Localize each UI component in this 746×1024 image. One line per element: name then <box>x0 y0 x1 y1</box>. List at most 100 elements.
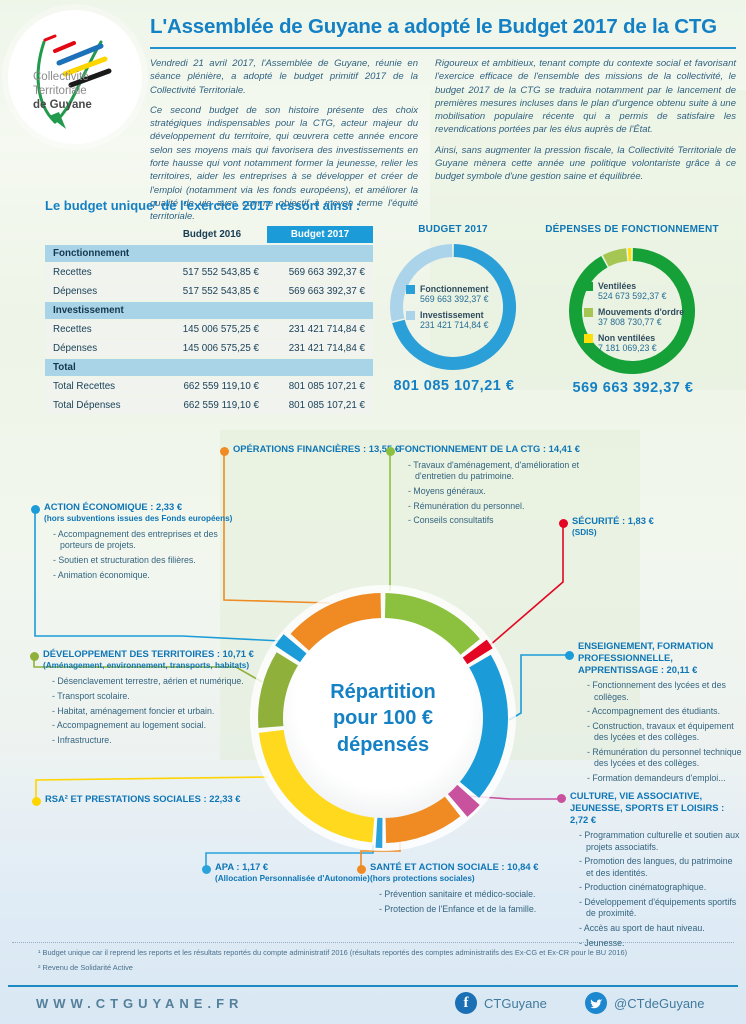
callout-item: Conseils consultatifs <box>408 515 589 526</box>
callout-item: Soutien et structuration des filières. <box>53 555 244 566</box>
bullet-apa <box>202 865 211 874</box>
ctg-logo-graphic <box>36 34 112 129</box>
callout-subnote: (hors subventions issues des Fonds europ… <box>44 513 233 523</box>
callout-items: Prévention sanitaire et médico-sociale. P… <box>379 889 550 915</box>
callout-item: Accompagnement des étudiants. <box>587 706 746 717</box>
table-row: Total Dépenses 662 559 119,10 €801 085 10… <box>45 397 373 414</box>
table-row-label: Dépenses <box>45 283 157 300</box>
center-line: dépensés <box>336 733 430 756</box>
legend-swatch <box>406 310 415 320</box>
callout-item: Programmation culturelle et soutien aux … <box>579 830 742 853</box>
table-row: Fonctionnement <box>45 245 373 262</box>
facebook-link[interactable]: f CTGuyane <box>455 992 547 1014</box>
title-rule <box>150 47 736 49</box>
table-cell-value: 145 006 575,25 € <box>157 321 267 338</box>
facebook-icon[interactable]: f <box>455 992 477 1014</box>
callout-item: Prévention sanitaire et médico-sociale. <box>379 889 550 900</box>
logo-line: de Guyane <box>33 99 92 112</box>
table-cell-value: 569 663 392,37 € <box>267 283 373 300</box>
table-cell-value: 801 085 107,21 € <box>267 378 373 395</box>
callout-items: Accompagnement des entreprises et des po… <box>53 529 244 581</box>
legend-item: Investissement 231 421 714,84 € <box>406 310 489 331</box>
table-cell-value: 145 006 575,25 € <box>157 340 267 357</box>
legend-text: Investissement 231 421 714,84 € <box>420 309 489 331</box>
table-section-label: Fonctionnement <box>45 245 373 262</box>
callout-title: SANTÉ ET ACTION SOCIALE : 10,84 € <box>370 861 539 872</box>
intro-paragraph: Vendredi 21 avril 2017, l'Assemblée de G… <box>150 58 418 96</box>
legend-item: Fonctionnement 569 663 392,37 € <box>406 284 489 305</box>
donut-budget2017-title: BUDGET 2017 <box>418 224 488 235</box>
table-header-budget-2016: Budget 2016 <box>182 229 242 240</box>
table-header-row: Budget 2016 Budget 2017 <box>45 226 373 243</box>
table-cell-value: 569 663 392,37 € <box>267 264 373 281</box>
callout-items: Fonctionnement des lycées et des collège… <box>587 680 746 784</box>
table-row: Recettes 145 006 575,25 €231 421 714,84 € <box>45 321 373 338</box>
callout-title: ACTION ÉCONOMIQUE : 2,33 € <box>44 501 183 512</box>
bullet-sante <box>357 865 366 874</box>
table-cell-value: 801 085 107,21 € <box>267 397 373 414</box>
table-row: Total Recettes 662 559 119,10 €801 085 10… <box>45 378 373 395</box>
intro-paragraph: Ainsi, sans augmenter la pression fiscal… <box>435 144 736 183</box>
callout-item: Production cinématographique. <box>579 882 742 893</box>
donut-depenses-title: DÉPENSES DE FONCTIONNEMENT <box>545 224 719 235</box>
bullet-culture <box>557 794 566 803</box>
callout-title: FONCTIONNEMENT DE LA CTG : 14,41 € <box>399 443 580 454</box>
repartition-center-label: Répartition pour 100 € dépensés <box>288 679 478 758</box>
footnote-separator <box>12 942 734 943</box>
bullet-enseignement <box>565 651 574 660</box>
table-row: Investissement <box>45 302 373 319</box>
twitter-link[interactable]: @CTdeGuyane <box>585 992 705 1014</box>
donut-budget2017-legend: Fonctionnement 569 663 392,37 € Investisse… <box>406 284 489 336</box>
legend-text: Ventilées 524 673 592,37 € <box>598 281 667 302</box>
legend-text: Non ventilées 7 181 069,23 € <box>598 332 657 353</box>
table-cell-value: 231 421 714,84 € <box>267 340 373 357</box>
callout-subnote: (hors protections sociales) <box>370 873 475 883</box>
ctg-logo-text: Collectivité Territoriale de Guyane <box>33 70 92 112</box>
table-row: Dépenses 145 006 575,25 €231 421 714,84 € <box>45 340 373 357</box>
budget-section-heading: Le budget unique¹ de l'exercice 2017 res… <box>45 198 361 213</box>
callout-item: Travaux d'aménagement, d'amélioration et… <box>408 460 589 483</box>
callout-title: SÉCURITÉ : 1,83 € <box>572 515 654 526</box>
table-row-label: Recettes <box>45 321 157 338</box>
table-header-empty <box>45 226 157 243</box>
callout-item: Habitat, aménagement foncier et urbain. <box>52 706 258 717</box>
legend-swatch <box>584 307 593 317</box>
donut-depenses-legend: Ventilées 524 673 592,37 € Mouvements d'or… <box>584 281 684 358</box>
twitter-icon[interactable] <box>585 992 607 1014</box>
facebook-handle: CTGuyane <box>484 995 547 1011</box>
callout-securite: SÉCURITÉ : 1,83 € (SDIS) <box>572 515 732 538</box>
callout-subnote: (Aménagement, environnement, transports,… <box>43 660 250 670</box>
callout-enseignement: ENSEIGNEMENT, FORMATION PROFESSIONNELLE,… <box>578 640 746 788</box>
table-row-label: Recettes <box>45 264 157 281</box>
callout-title: ENSEIGNEMENT, FORMATION PROFESSIONNELLE,… <box>578 640 714 675</box>
callout-item: Accès au sport de haut niveau. <box>579 923 742 934</box>
callout-title: RSA² ET PRESTATIONS SOCIALES : 22,33 € <box>45 793 241 804</box>
center-line: pour 100 € <box>332 707 434 730</box>
table-cell-value: 662 559 119,10 € <box>157 397 267 414</box>
budget-table: Budget 2016 Budget 2017 Fonctionnement Re… <box>45 224 373 416</box>
callout-item: Protection de l'Enfance et de la famille… <box>379 904 550 915</box>
callout-rsa: RSA² ET PRESTATIONS SOCIALES : 22,33 € <box>45 793 285 805</box>
callout-subnote: (SDIS) <box>572 527 597 537</box>
table-row-label: Total Recettes <box>45 378 157 395</box>
intro-column-left: Vendredi 21 avril 2017, l'Assemblée de G… <box>150 57 418 231</box>
callout-sante: SANTÉ ET ACTION SOCIALE : 10,84 € (hors … <box>370 861 550 919</box>
logo-line: Collectivité <box>33 71 89 83</box>
twitter-handle: @CTdeGuyane <box>614 995 705 1011</box>
callout-title: OPÉRATIONS FINANCIÈRES : 13,55 € <box>233 443 401 454</box>
legend-item: Ventilées 524 673 592,37 € <box>584 281 684 302</box>
callout-op-financieres: OPÉRATIONS FINANCIÈRES : 13,55 € <box>233 443 448 455</box>
donut-depenses-total: 569 663 392,37 € <box>572 380 694 396</box>
legend-item: Non ventilées 7 181 069,23 € <box>584 333 684 354</box>
table-row: Recettes 517 552 543,85 €569 663 392,37 € <box>45 264 373 281</box>
callout-item: Accompagnement au logement social. <box>52 720 258 731</box>
ctg-logo: Collectivité Territoriale de Guyane <box>8 10 142 144</box>
legend-swatch <box>584 333 593 343</box>
callout-item: Moyens généraux. <box>408 486 589 497</box>
legend-item: Mouvements d'ordre 37 808 730,77 € <box>584 307 684 328</box>
legend-text: Fonctionnement 569 663 392,37 € <box>420 284 489 305</box>
website-link[interactable]: WWW.CTGUYANE.FR <box>36 996 244 1011</box>
legend-swatch <box>406 285 415 294</box>
bullet-fonct-ctg <box>386 447 395 456</box>
